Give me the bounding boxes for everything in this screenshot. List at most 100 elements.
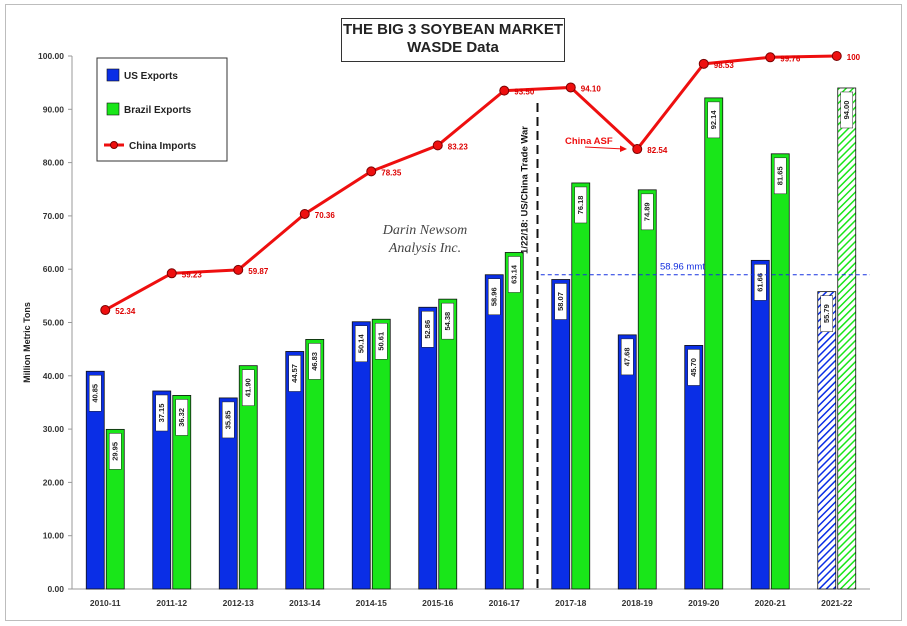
brazil-exports-data-label: 63.14	[510, 264, 519, 284]
x-tick-label: 2010-11	[90, 598, 121, 608]
x-tick-label: 2012-13	[223, 598, 254, 608]
legend: US Exports Brazil Exports China Imports	[96, 57, 228, 162]
us-exports-data-label: 52.86	[423, 320, 432, 339]
us-exports-bar	[152, 390, 172, 590]
us-exports-bar	[351, 321, 371, 590]
brazil-exports-bar	[770, 153, 790, 590]
brazil-exports-data-label: 46.83	[310, 352, 319, 371]
brazil-exports-bar	[172, 395, 192, 590]
china-imports-series-line	[104, 54, 837, 312]
brazil-exports-bar	[305, 338, 325, 590]
brazil-exports-data-label: 94.00	[842, 101, 851, 120]
y-tick-label: 100.00	[38, 51, 64, 61]
china-imports-point	[632, 144, 643, 155]
china-imports-point	[366, 166, 377, 177]
us-exports-data-label: 35.85	[224, 411, 233, 430]
data-label-box	[820, 295, 833, 332]
china-imports-point	[831, 51, 842, 61]
us-exports-bar	[218, 397, 238, 590]
data-label-box	[554, 283, 567, 320]
x-tick-label: 2013-14	[289, 598, 320, 608]
us-exports-data-label: 40.85	[91, 384, 100, 403]
china-imports-line: 52.34 59.23 59.87 70.36 78.35 83.23 93.50 94.10…	[100, 51, 861, 316]
y-tick-label: 90.00	[43, 104, 65, 114]
us-exports-data-label: 58.07	[556, 292, 565, 311]
data-label-box	[109, 433, 122, 470]
brazil-exports-data-label: 41.90	[244, 378, 253, 397]
china-imports-point	[765, 52, 776, 63]
china-imports-point	[432, 140, 443, 151]
chart-title-box: THE BIG 3 SOYBEAN MARKET WASDE Data	[341, 18, 565, 62]
data-label-box	[155, 394, 168, 432]
china-imports-data-label: 93.50	[514, 88, 535, 97]
brazil-exports-data-label: 29.95	[111, 442, 120, 461]
brazil-exports-bar	[637, 189, 657, 590]
legend-swatch-china-marker	[110, 141, 118, 149]
us-exports-bar	[617, 334, 637, 590]
legend-label-china: China Imports	[129, 141, 197, 152]
x-tick-label: 2014-15	[356, 598, 387, 608]
china-asf-arrow	[584, 146, 625, 150]
watermark: Darin Newsom Analysis Inc.	[370, 222, 480, 258]
reference-line-label: 58.96 mmt	[660, 262, 705, 273]
watermark-line-1: Darin Newsom	[382, 223, 468, 238]
x-tick-label: 2011-12	[156, 598, 187, 608]
china-imports-point	[499, 85, 510, 96]
brazil-exports-bar	[571, 182, 591, 590]
us-exports-data-label: 45.70	[689, 358, 698, 377]
data-label-box	[375, 322, 388, 360]
brazil-exports-data-label: 54.38	[443, 312, 452, 331]
us-exports-data-label: 37.15	[157, 404, 166, 423]
brazil-exports-data-label: 36.32	[177, 408, 186, 427]
china-imports-point	[698, 58, 709, 69]
data-label-box	[641, 193, 654, 231]
us-exports-data-label: 50.14	[357, 334, 366, 354]
data-label-box	[175, 399, 188, 436]
us-exports-bar	[684, 345, 704, 590]
brazil-exports-data-label: 50.61	[377, 332, 386, 351]
legend-swatch-brazil	[106, 102, 120, 116]
y-tick-label: 10.00	[43, 531, 65, 541]
china-imports-data-label: 82.54	[647, 146, 668, 155]
y-tick-label: 60.00	[43, 264, 65, 274]
us-exports-data-label: 61.66	[756, 273, 765, 292]
data-label-box	[89, 375, 102, 412]
chart-title: THE BIG 3 SOYBEAN MARKET	[342, 21, 564, 38]
data-label-box	[621, 338, 634, 376]
china-imports-data-label: 99.76	[780, 54, 801, 63]
watermark-line-2: Analysis Inc.	[388, 241, 462, 256]
data-label-box	[222, 401, 235, 439]
china-imports-point	[166, 268, 177, 279]
data-label-box	[288, 355, 301, 392]
china-imports-data-label: 98.53	[714, 61, 735, 70]
us-exports-bar	[551, 279, 571, 590]
us-exports-bar	[418, 306, 438, 590]
china-asf-arrowhead	[620, 145, 627, 152]
data-label-box	[754, 264, 767, 301]
data-label-box	[774, 157, 787, 195]
data-label-box	[488, 278, 501, 315]
annotations: 58.96 mmt 1/22/18: US/China Trade War Chin…	[520, 103, 870, 589]
china-imports-data-label: 100	[847, 53, 861, 62]
x-tick-label: 2017-18	[555, 598, 586, 608]
trade-war-annotation: 1/22/18: US/China Trade War	[520, 126, 531, 254]
data-label-box	[421, 311, 434, 348]
x-tick-label: 2016-17	[489, 598, 520, 608]
brazil-exports-bar	[704, 97, 724, 590]
us-exports-data-label: 44.57	[290, 364, 299, 383]
us-exports-data-label: 47.68	[623, 347, 632, 366]
us-exports-bar	[85, 370, 105, 590]
data-label-box	[840, 91, 853, 129]
y-axis-title: Million Metric Tons	[22, 302, 32, 383]
brazil-exports-bar	[238, 365, 258, 590]
us-exports-bar	[817, 291, 837, 590]
brazil-exports-bar	[438, 298, 458, 590]
us-exports-data-label: 55.79	[822, 304, 831, 323]
y-tick-label: 50.00	[43, 318, 65, 328]
brazil-exports-bar	[371, 318, 391, 590]
china-imports-point	[233, 264, 244, 275]
x-tick-label: 2019-20	[688, 598, 719, 608]
china-imports-point	[100, 305, 111, 316]
legend-label-us: US Exports	[124, 71, 178, 82]
